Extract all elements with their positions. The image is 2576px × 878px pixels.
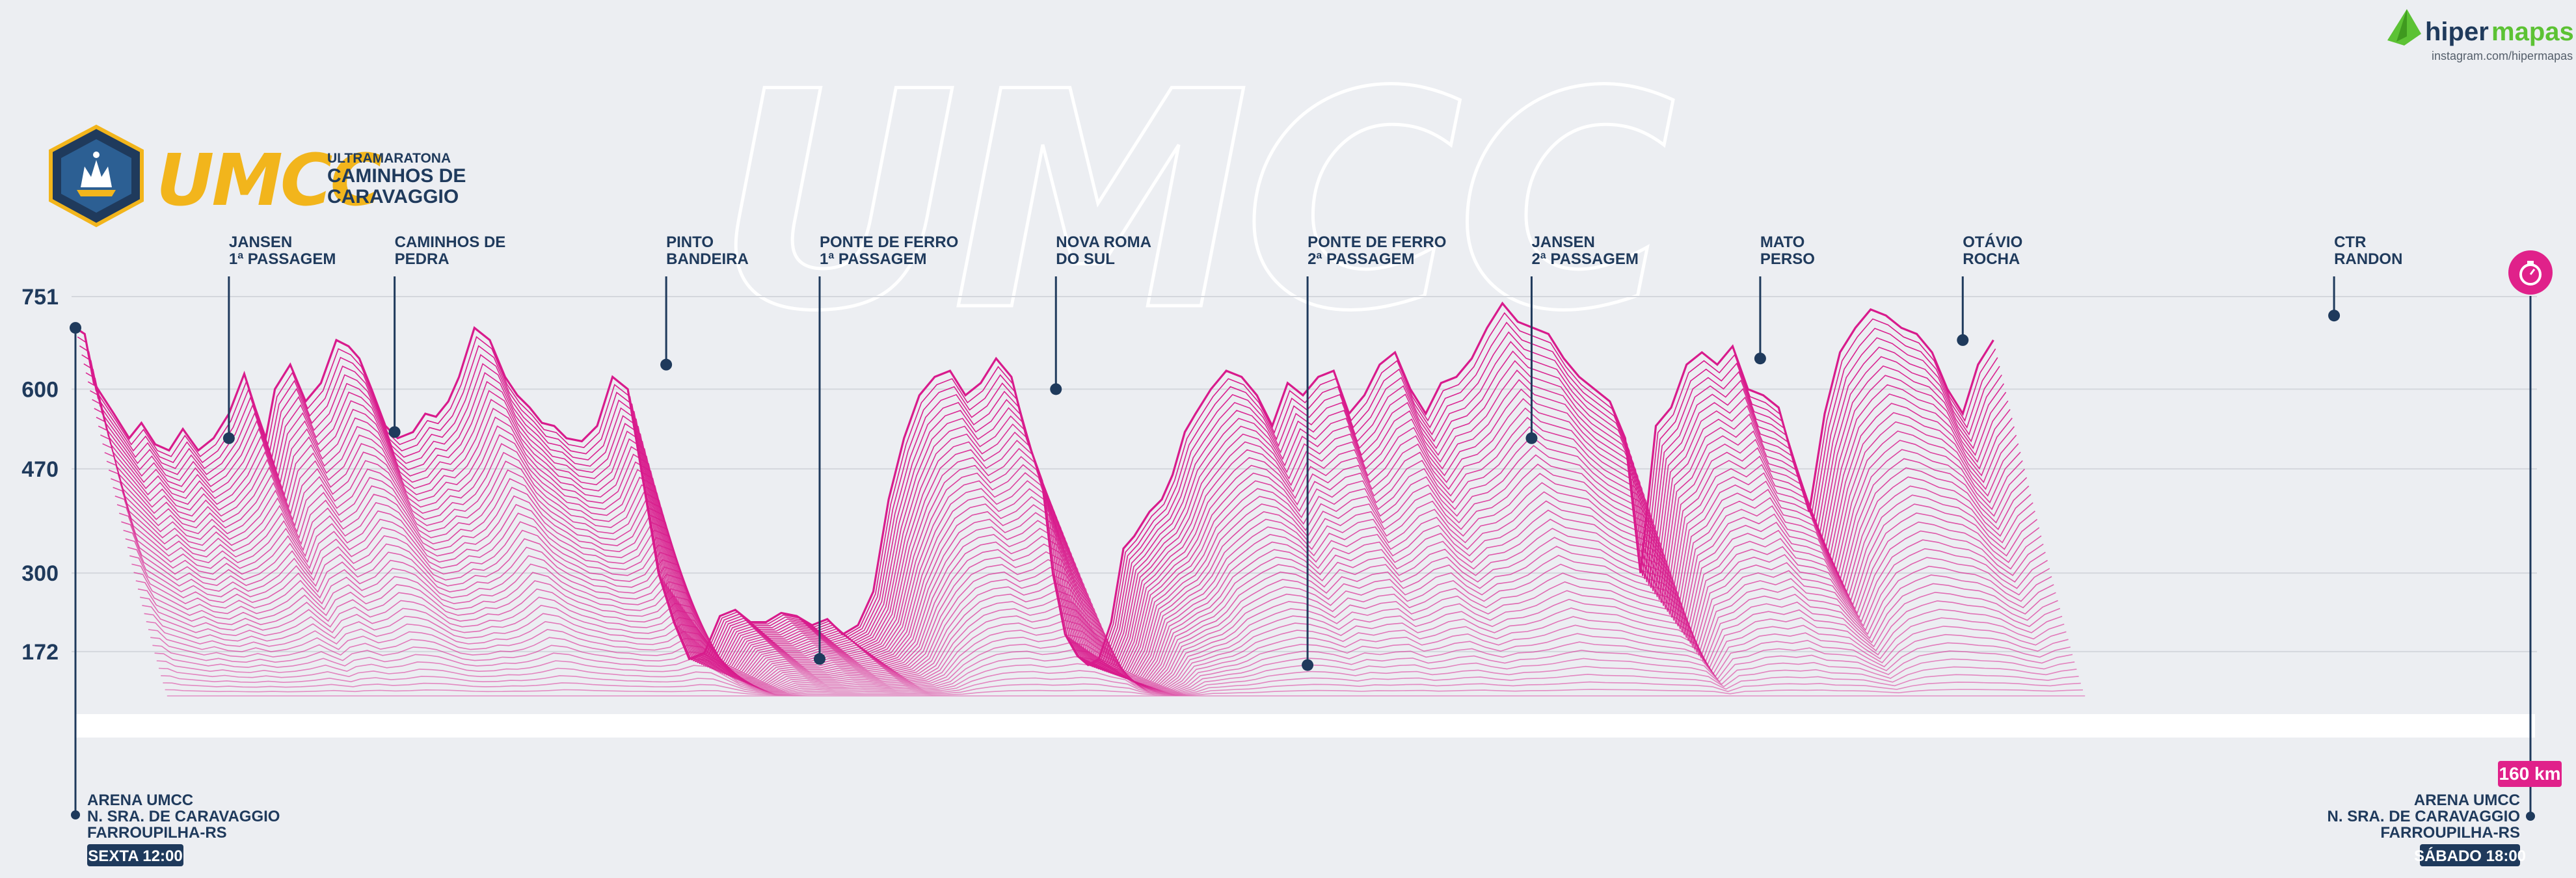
start-line1: ARENA UMCC [87, 792, 193, 809]
checkpoint-dot [222, 432, 235, 444]
logo-line2: CAMINHOS DE [327, 165, 466, 187]
distance-badge: 160 km [2499, 764, 2561, 784]
checkpoint-sublabel: BANDEIRA [666, 250, 749, 268]
y-tick-label: 751 [21, 285, 59, 310]
logo-line1: ULTRAMARATONA [327, 151, 451, 166]
y-tick-label: 470 [21, 457, 59, 482]
finish-line1: ARENA UMCC [2414, 792, 2520, 809]
checkpoint-sublabel: PERSO [1760, 250, 1815, 268]
checkpoint-label: JANSEN [229, 233, 292, 251]
finish-badge-bg [2420, 844, 2520, 866]
checkpoint-dot [660, 358, 673, 371]
checkpoint-dot [2328, 310, 2341, 322]
umcc-logo: UMCC ULTRAMARATONA CAMINHOS DE CARAVAGGI… [49, 124, 466, 228]
elevation-profile-lines [75, 301, 2086, 697]
start-dot [71, 810, 80, 819]
finish-stopwatch [2508, 250, 2553, 295]
publisher-name-b: mapas [2491, 18, 2574, 46]
finish-line2: N. SRA. DE CARAVAGGIO [2328, 808, 2520, 825]
y-tick-label: 600 [21, 377, 59, 402]
profile-contour-line [142, 598, 2061, 689]
checkpoint-dot [813, 653, 825, 665]
start-badge: SEXTA 12:00 [88, 847, 182, 865]
checkpoint-dot [388, 426, 401, 438]
y-tick-label: 172 [21, 640, 59, 665]
checkpoint-dot [1050, 383, 1062, 395]
profile-contour-line [92, 379, 2011, 672]
checkpoint-label: PONTE DE FERRO [820, 233, 958, 251]
checkpoint-sublabel: RANDON [2334, 250, 2402, 268]
start-line3: FARROUPILHA-RS [87, 824, 227, 842]
profile-contour-line [121, 509, 2040, 682]
profile-contour-line [165, 689, 2084, 697]
checkpoint-sublabel: 1ª PASSAGEM [820, 250, 926, 268]
checkpoint-label: PONTE DE FERRO [1308, 233, 1446, 251]
profile-contour-line [158, 665, 2077, 695]
checkpoint-sublabel: 2ª PASSAGEM [1308, 250, 1414, 268]
y-tick-label: 300 [21, 561, 59, 586]
checkpoint-sublabel: DO SUL [1056, 250, 1115, 268]
ground-band [75, 714, 2535, 738]
checkpoint-sublabel: 1ª PASSAGEM [229, 250, 336, 268]
checkpoint-label: NOVA ROMA [1056, 233, 1151, 251]
checkpoint-dot [1525, 432, 1538, 444]
finish-badge: SÁBADO 18:00 [2414, 847, 2526, 865]
publisher-name-a: hiper [2425, 18, 2489, 46]
start-badge-bg [87, 844, 183, 866]
checkpoint-label: MATO [1760, 233, 1805, 251]
finish-dot [2526, 812, 2535, 821]
finish-line3: FARROUPILHA-RS [2380, 824, 2520, 842]
checkpoint-label: JANSEN [1531, 233, 1594, 251]
profile-contour-line [144, 607, 2063, 690]
publisher-logo: hiper mapas instagram.com/hipermapas [2387, 9, 2574, 62]
checkpoint-dot [1302, 659, 1314, 671]
checkpoint-sublabel: 2ª PASSAGEM [1531, 250, 1638, 268]
logo-wordmark: UMCC [156, 139, 382, 222]
profile-contour-line [161, 673, 2079, 695]
y-axis-ticks: 172 300 470 600 751 [21, 285, 59, 665]
checkpoint-sublabel: PEDRA [395, 250, 449, 268]
publisher-handle: instagram.com/hipermapas [2432, 49, 2573, 62]
profile-contour-line [113, 472, 2032, 679]
checkpoint-dot [1754, 353, 1766, 365]
checkpoint-dot [1957, 334, 1969, 346]
checkpoint-label: CTR [2334, 233, 2366, 251]
checkpoint-label: PINTO [666, 233, 714, 251]
profile-contour-line [129, 546, 2048, 685]
checkpoint-sublabel: ROCHA [1963, 250, 2020, 268]
watermark-text: UMCC [716, 29, 1676, 377]
checkpoint-label: OTÁVIO [1963, 233, 2022, 251]
profile-contour-line [163, 681, 2081, 696]
profile-contour-line [135, 572, 2054, 687]
distance-badge-bg [2498, 761, 2562, 787]
profile-line-top [75, 301, 1994, 667]
checkpoint-label: CAMINHOS DE [395, 233, 506, 251]
start-line2: N. SRA. DE CARAVAGGIO [87, 808, 280, 825]
logo-line3: CARAVAGGIO [327, 186, 459, 207]
